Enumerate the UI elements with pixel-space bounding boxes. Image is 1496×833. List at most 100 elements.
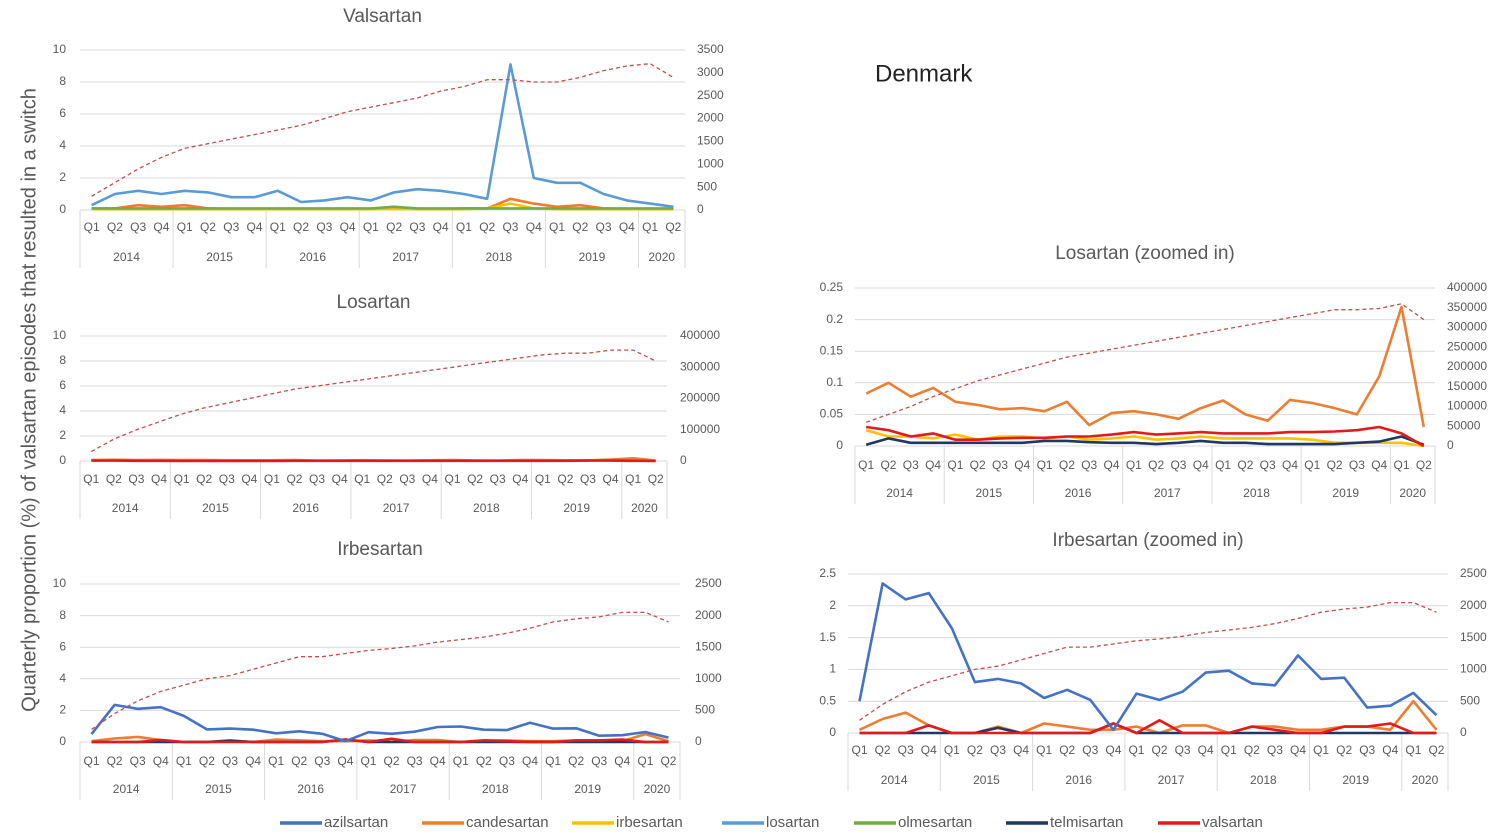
y2-tick-label: 1500	[695, 639, 722, 653]
y-tick-label: 0	[836, 438, 843, 452]
y2-tick-label: 1500	[697, 134, 724, 148]
x-tick-label: Q4	[1198, 743, 1214, 757]
x-tick-label: Q4	[247, 220, 263, 234]
x-tick-label: Q2	[1152, 743, 1168, 757]
x-tick-label: Q1	[84, 220, 100, 234]
x-tick-label: Q3	[1082, 743, 1098, 757]
x-tick-label: Q1	[456, 220, 472, 234]
x-tick-label: Q2	[476, 754, 492, 768]
x-tick-label: Q1	[84, 754, 100, 768]
x-tick-label: Q2	[377, 472, 393, 486]
year-label: 2018	[1250, 773, 1277, 787]
y2-tick-label: 0	[1447, 438, 1454, 452]
y2-tick-label: 400000	[680, 328, 720, 342]
y-tick-label: 2	[59, 703, 66, 717]
total-line	[91, 611, 669, 730]
series-line	[858, 699, 1438, 735]
y-tick-label: 6	[59, 639, 66, 653]
x-tick-label: Q1	[1313, 743, 1329, 757]
year-label: 2017	[1154, 486, 1181, 500]
y2-tick-label: 0	[697, 202, 704, 216]
x-tick-label: Q3	[903, 458, 919, 472]
x-tick-label: Q1	[83, 472, 99, 486]
x-tick-label: Q3	[399, 472, 415, 486]
x-tick-label: Q1	[445, 472, 461, 486]
x-tick-label: Q4	[526, 220, 542, 234]
y2-tick-label: 3500	[697, 42, 724, 56]
year-label: 2016	[1065, 773, 1092, 787]
y2-tick-label: 1000	[695, 671, 722, 685]
x-tick-label: Q4	[245, 754, 261, 768]
y-tick-label: 2	[829, 598, 836, 612]
series-line	[858, 582, 1438, 732]
x-tick-label: Q2	[970, 458, 986, 472]
year-label: 2018	[485, 250, 512, 264]
x-tick-label: Q4	[925, 458, 941, 472]
x-tick-label: Q2	[1244, 743, 1260, 757]
x-tick-label: Q2	[1336, 743, 1352, 757]
y-tick-label: 0	[59, 202, 66, 216]
x-tick-label: Q4	[337, 754, 353, 768]
y-tick-label: 8	[59, 608, 66, 622]
x-tick-label: Q3	[409, 220, 425, 234]
y-axis-label: Quarterly proportion (%) of valsartan ep…	[18, 88, 40, 712]
legend-label: valsartan	[1202, 814, 1263, 831]
x-tick-label: Q4	[619, 220, 635, 234]
x-tick-label: Q2	[196, 472, 212, 486]
year-label: 2015	[206, 250, 233, 264]
x-tick-label: Q4	[1371, 458, 1387, 472]
y-tick-label: 8	[59, 74, 66, 88]
y-tick-label: 4	[59, 671, 66, 685]
x-tick-label: Q1	[1405, 743, 1421, 757]
x-tick-label: Q1	[1221, 743, 1237, 757]
legend-label: losartan	[766, 814, 819, 831]
x-tick-label: Q2	[199, 754, 215, 768]
x-tick-label: Q4	[1104, 458, 1120, 472]
x-tick-label: Q3	[1359, 743, 1375, 757]
x-tick-label: Q4	[1382, 743, 1398, 757]
x-tick-label: Q2	[1059, 458, 1075, 472]
y-tick-label: 4	[59, 403, 66, 417]
year-label: 2017	[1158, 773, 1185, 787]
x-tick-label: Q1	[858, 458, 874, 472]
x-tick-label: Q2	[967, 743, 983, 757]
y2-tick-label: 250000	[1447, 339, 1487, 353]
y2-tick-label: 3000	[697, 65, 724, 79]
x-tick-label: Q4	[153, 220, 169, 234]
x-tick-label: Q3	[502, 220, 518, 234]
x-tick-label: Q1	[1126, 458, 1142, 472]
series-line	[866, 425, 1425, 448]
year-label: 2014	[112, 501, 139, 515]
x-tick-label: Q2	[106, 472, 122, 486]
legend-label: telmisartan	[1050, 814, 1123, 831]
x-tick-label: Q3	[130, 220, 146, 234]
x-tick-label: Q3	[130, 754, 146, 768]
x-tick-label: Q1	[1128, 743, 1144, 757]
x-tick-label: Q2	[572, 220, 588, 234]
x-tick-label: Q4	[332, 472, 348, 486]
y-tick-label: 2.5	[819, 566, 836, 580]
x-tick-label: Q2	[291, 754, 307, 768]
x-tick-label: Q4	[603, 472, 619, 486]
x-tick-label: Q1	[453, 754, 469, 768]
x-tick-label: Q4	[1105, 743, 1121, 757]
x-tick-label: Q1	[852, 743, 868, 757]
y-tick-label: 2	[59, 170, 66, 184]
year-label: 2018	[473, 501, 500, 515]
year-label: 2014	[886, 486, 913, 500]
y2-tick-label: 350000	[1447, 300, 1487, 314]
x-tick-label: Q3	[1267, 743, 1283, 757]
year-label: 2017	[392, 250, 419, 264]
x-tick-label: Q3	[314, 754, 330, 768]
y-tick-label: 6	[59, 106, 66, 120]
x-tick-label: Q3	[1260, 458, 1276, 472]
x-tick-label: Q2	[107, 754, 123, 768]
x-tick-label: Q2	[1237, 458, 1253, 472]
y2-tick-label: 500	[697, 179, 717, 193]
x-tick-label: Q3	[1170, 458, 1186, 472]
x-tick-label: Q2	[660, 754, 676, 768]
year-label: 2020	[1412, 773, 1439, 787]
legend-label: candesartan	[466, 814, 549, 831]
year-label: 2015	[973, 773, 1000, 787]
y-tick-label: 10	[53, 42, 67, 56]
